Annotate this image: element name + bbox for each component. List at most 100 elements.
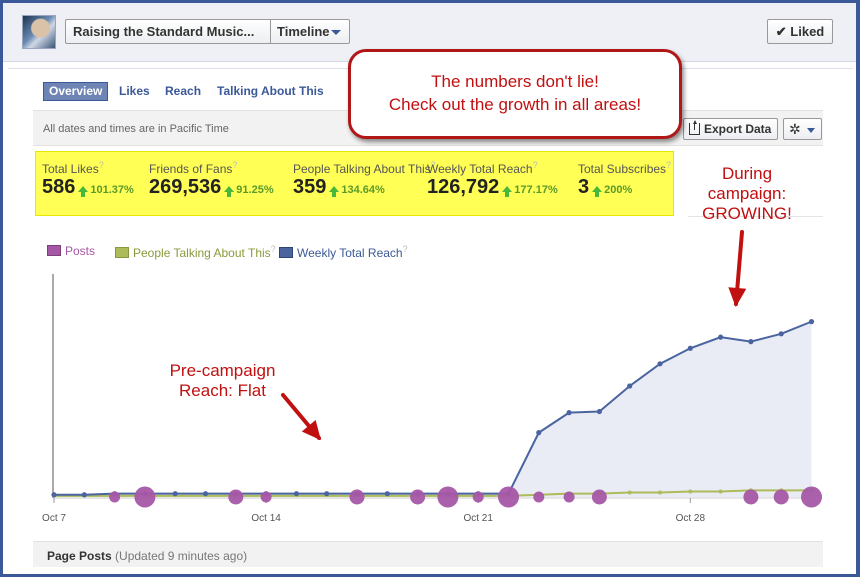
annotation-line: Reach: Flat: [179, 381, 266, 400]
export-icon: [689, 120, 700, 135]
divider: [688, 216, 823, 217]
page-posts-updated: (Updated 9 minutes ago): [115, 549, 248, 563]
stat-people-talking: People Talking About This? 359 134.64%: [293, 160, 436, 199]
callout-box: The numbers don't lie! Check out the gro…: [348, 49, 682, 139]
reach-point: [657, 361, 663, 367]
legend-label: Posts: [65, 244, 96, 258]
timeline-dropdown-button[interactable]: Timeline: [270, 19, 350, 44]
tab-reach[interactable]: Reach: [165, 84, 202, 98]
post-bubble: [533, 491, 545, 503]
post-bubble: [472, 491, 484, 503]
x-tick-label: Oct 21: [463, 513, 493, 524]
post-bubble: [228, 489, 244, 505]
legend-label: People Talking About This: [133, 246, 271, 260]
legend-swatch: [279, 247, 293, 258]
legend-label: Weekly Total Reach: [297, 246, 403, 260]
during-campaign-annotation: During campaign: GROWING!: [672, 164, 822, 224]
help-icon[interactable]: ?: [430, 160, 436, 170]
stat-change: 101.37%: [90, 184, 134, 196]
stat-value: 359: [293, 176, 327, 198]
check-icon: ✔: [775, 24, 787, 39]
post-bubble: [109, 491, 121, 503]
liked-button[interactable]: ✔ Liked: [767, 19, 833, 44]
post-bubble: [410, 489, 426, 505]
annotation-line: Pre-campaign: [169, 361, 276, 380]
export-label: Export Data: [704, 122, 772, 136]
help-icon[interactable]: ?: [666, 160, 672, 170]
pre-campaign-arrow-head: [301, 419, 321, 441]
export-data-button[interactable]: Export Data: [683, 118, 778, 140]
x-tick-label: Oct 14: [251, 513, 281, 524]
stat-label: Total Subscribes: [578, 162, 667, 176]
timeline-label: Timeline: [277, 24, 330, 39]
reach-point: [172, 491, 178, 497]
stat-label: Friends of Fans: [149, 162, 233, 176]
page-avatar[interactable]: [22, 15, 56, 49]
reach-point: [384, 491, 390, 497]
legend-swatch: [47, 245, 61, 256]
tab-likes[interactable]: Likes: [119, 84, 150, 98]
pre-campaign-annotation: Pre-campaign Reach: Flat: [150, 361, 295, 401]
post-bubble: [134, 486, 156, 508]
arrow-up-icon: [78, 186, 89, 197]
stat-change: 177.17%: [514, 184, 558, 196]
reach-point: [687, 345, 693, 351]
annotation-line: campaign:: [707, 184, 787, 203]
stat-value: 269,536: [149, 176, 222, 198]
arrow-up-icon: [224, 186, 235, 197]
reach-point: [324, 491, 330, 497]
legend-item-posts[interactable]: Posts: [47, 244, 95, 258]
help-icon[interactable]: ?: [232, 160, 238, 170]
reach-point: [596, 408, 603, 415]
help-icon[interactable]: ?: [532, 160, 538, 170]
reach-point: [202, 491, 209, 497]
stats-summary: Total Likes? 586 101.37% Friends of Fans?…: [35, 151, 674, 216]
settings-button[interactable]: ✲: [783, 118, 822, 140]
post-bubble: [260, 491, 272, 503]
tab-overview[interactable]: Overview: [43, 82, 109, 101]
post-bubble: [591, 489, 607, 505]
during-campaign-arrow-head: [728, 287, 747, 307]
legend-item-reach[interactable]: Weekly Total Reach?: [279, 244, 408, 260]
x-tick-label: Oct 7: [42, 513, 66, 524]
reach-point: [293, 491, 299, 497]
stat-value: 126,792: [427, 176, 500, 198]
reach-point: [718, 334, 724, 340]
legend-item-talking[interactable]: People Talking About This?: [115, 244, 276, 260]
post-bubble: [773, 489, 789, 505]
stat-total-subscribes: Total Subscribes? 3 200%: [578, 160, 671, 199]
tab-talking-about-this[interactable]: Talking About This: [217, 84, 324, 98]
x-tick-label: Oct 28: [676, 513, 706, 524]
help-icon[interactable]: ?: [98, 160, 104, 170]
annotation-line: During: [721, 164, 773, 183]
legend-swatch: [115, 247, 129, 258]
callout-line: Check out the growth in all areas!: [388, 95, 642, 114]
arrow-up-icon: [502, 186, 513, 197]
talking-series-line: [54, 489, 812, 497]
post-bubble: [743, 489, 759, 505]
liked-label: Liked: [790, 24, 825, 39]
stat-weekly-total-reach: Weekly Total Reach? 126,792 177.17%: [427, 160, 558, 199]
help-icon[interactable]: ?: [270, 244, 276, 254]
stat-total-likes: Total Likes? 586 101.37%: [42, 160, 134, 199]
callout-line: The numbers don't lie!: [431, 72, 599, 91]
page-posts-title: Page Posts: [47, 549, 112, 563]
post-bubble: [498, 486, 519, 508]
stat-value: 3: [578, 176, 590, 198]
help-icon[interactable]: ?: [402, 244, 408, 254]
post-bubble: [349, 489, 365, 505]
annotation-line: GROWING!: [702, 204, 792, 223]
post-bubble: [563, 491, 575, 503]
reach-area-fill: [54, 321, 812, 497]
page-selector-button[interactable]: Raising the Standard Music...: [65, 19, 272, 44]
arrow-up-icon: [329, 186, 340, 197]
page-posts-bar: Page Posts (Updated 9 minutes ago): [33, 541, 823, 567]
top-bar: Raising the Standard Music... Timeline ✔…: [0, 0, 860, 62]
reach-point: [778, 331, 784, 337]
gear-icon: ✲: [789, 121, 801, 137]
talking-point: [658, 490, 662, 495]
timezone-note: All dates and times are in Pacific Time: [43, 123, 229, 135]
